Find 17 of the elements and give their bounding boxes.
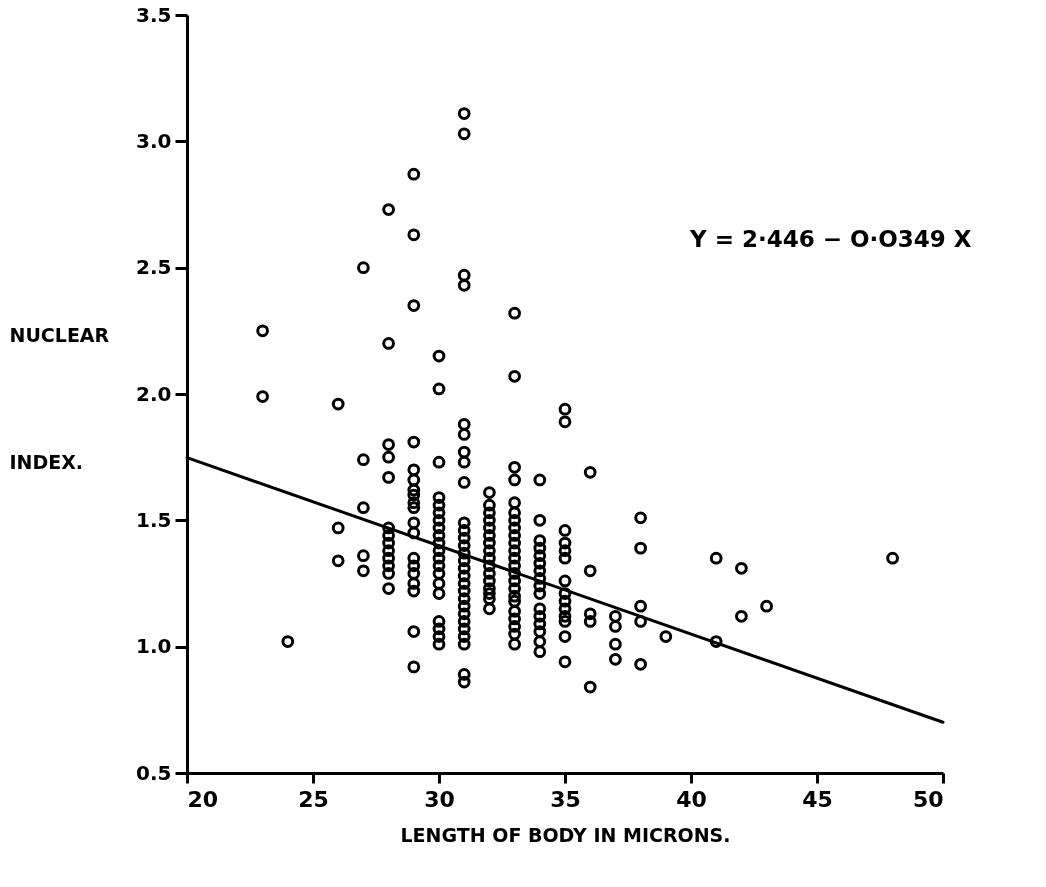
text: NUCLEAR INDEX. [9,323,110,473]
x-tick-label: 45 [802,786,833,812]
y-tick-label: 1.5 [136,507,172,532]
x-tick-label: 35 [550,786,581,812]
y-tick-label: 3.0 [136,128,172,153]
x-tick-label: 40 [676,786,707,812]
y-tick-label: 2.0 [136,381,172,406]
y-tick-label: 0.5 [136,760,172,785]
annotation: Y = 2·446 − O·O349 X [689,226,972,252]
x-tick-label: 30 [424,786,455,812]
y-tick-label: 3.5 [136,2,172,27]
x-tick-label: 20 [187,786,219,812]
x-tick-label: 50 [912,786,944,812]
y-tick-label: 2.5 [136,255,172,280]
x-axis-title: LENGTH OF BODY IN MICRONS. [400,823,731,846]
x-tick-label: 25 [298,786,329,812]
y-tick-label: 1.0 [136,634,172,659]
